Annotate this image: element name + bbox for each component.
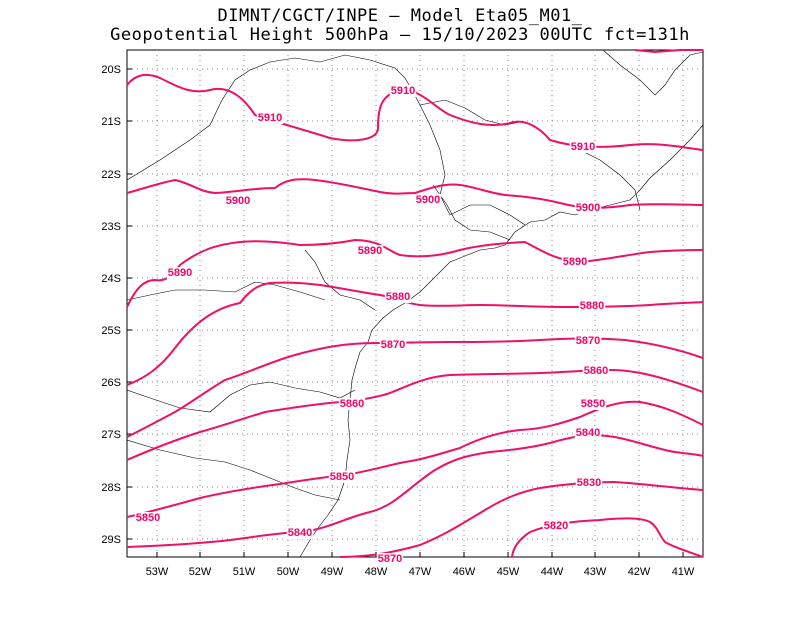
contour-label-halo	[384, 291, 412, 303]
lat-label: 26S	[101, 377, 121, 389]
contour-labels: 5910 5910 5910 5900 5900 5900 5890 5890 …	[134, 85, 610, 565]
lon-label: 48W	[365, 566, 388, 578]
state-border	[126, 381, 356, 413]
contour-label-halo	[134, 512, 162, 524]
lon-label: 44W	[541, 566, 564, 578]
contour-label-5820: 5820	[544, 520, 568, 532]
contour-label-halo	[582, 365, 610, 377]
lon-label: 51W	[233, 566, 256, 578]
contour-label-halo	[414, 194, 442, 206]
contour-label-halo	[574, 427, 602, 439]
contour-label-halo	[379, 339, 407, 351]
lon-label: 49W	[321, 566, 344, 578]
contour-label-5870: 5870	[576, 335, 600, 347]
geopotential-contours	[126, 49, 704, 558]
contour-label-5870: 5870	[378, 553, 402, 565]
lon-label: 42W	[628, 566, 651, 578]
contour-label-5870: 5870	[381, 339, 405, 351]
state-border	[432, 184, 511, 241]
lon-label: 53W	[146, 566, 169, 578]
state-border	[579, 149, 641, 211]
contour-label-halo	[389, 85, 417, 97]
contour-label-halo	[579, 398, 607, 410]
contour-label-5910: 5910	[571, 141, 595, 153]
state-border	[126, 281, 326, 301]
contour-label-5880: 5880	[386, 291, 410, 303]
contour-5890	[126, 238, 704, 308]
contour-label-halo	[578, 300, 606, 312]
contour-label-5840: 5840	[288, 527, 312, 539]
contour-label-5850: 5850	[581, 398, 605, 410]
contour-5910-top	[634, 49, 703, 54]
contour-label-halo	[256, 112, 284, 124]
contour-label-5860: 5860	[584, 365, 608, 377]
contour-label-halo	[574, 335, 602, 347]
chart-title-line-1: DIMNT/CGCT/INPE – Model Eta05_M01_	[217, 6, 583, 26]
contour-label-halo	[542, 520, 570, 532]
contour-5840	[126, 434, 704, 548]
contour-label-halo	[224, 195, 252, 207]
contour-label-5890: 5890	[358, 245, 382, 257]
contour-label-5910: 5910	[258, 112, 282, 124]
contour-5830	[339, 480, 704, 558]
lat-label: 27S	[101, 429, 121, 441]
contour-label-5880: 5880	[580, 300, 604, 312]
contour-label-halo	[569, 141, 597, 153]
longitude-labels: 53W 52W 51W 50W 49W 48W 47W 46W 45W 44W …	[146, 566, 695, 578]
contour-label-halo	[338, 398, 366, 410]
contour-label-5900: 5900	[226, 195, 250, 207]
lon-label: 47W	[409, 566, 432, 578]
state-border	[126, 54, 526, 226]
state-border	[304, 249, 376, 311]
lon-label: 43W	[584, 566, 607, 578]
lat-label: 29S	[101, 534, 121, 546]
lon-label: 45W	[497, 566, 520, 578]
lat-label: 28S	[101, 482, 121, 494]
lon-label: 41W	[672, 566, 695, 578]
contour-label-5900: 5900	[416, 194, 440, 206]
axis-ticks	[127, 68, 684, 557]
contour-label-halo	[286, 527, 314, 539]
lat-label: 23S	[101, 221, 121, 233]
contour-5820	[511, 517, 704, 558]
lon-label: 52W	[189, 566, 212, 578]
lon-label: 46W	[453, 566, 476, 578]
lat-label: 20S	[101, 64, 121, 76]
lat-label: 21S	[101, 116, 121, 128]
contour-label-5830: 5830	[577, 477, 601, 489]
contour-5850	[126, 400, 704, 518]
contour-label-halo	[574, 202, 602, 214]
contour-label-5900: 5900	[576, 202, 600, 214]
contour-label-5860: 5860	[340, 398, 364, 410]
contour-label-5840: 5840	[576, 427, 600, 439]
contour-label-5850: 5850	[136, 512, 160, 524]
contour-label-5910: 5910	[391, 85, 415, 97]
contour-label-halo	[328, 471, 356, 483]
contour-label-halo	[575, 477, 603, 489]
chart-title-line-2: Geopotential Height 500hPa – 15/10/2023 …	[110, 25, 690, 45]
contour-5870	[126, 337, 704, 438]
lon-label: 50W	[277, 566, 300, 578]
latitude-labels: 20S 21S 22S 23S 24S 25S 26S 27S 28S 29S	[101, 64, 121, 546]
contour-label-halo	[561, 256, 589, 268]
lat-label: 22S	[101, 169, 121, 181]
lat-label: 24S	[101, 273, 121, 285]
contour-label-halo	[376, 553, 404, 565]
state-border	[126, 439, 341, 501]
graticule	[127, 50, 703, 557]
lat-label: 25S	[101, 325, 121, 337]
contour-label-5850: 5850	[330, 471, 354, 483]
contour-label-halo	[166, 267, 194, 279]
contour-label-halo	[356, 245, 384, 257]
contour-label-5890: 5890	[563, 256, 587, 268]
state-border	[602, 49, 704, 96]
contour-label-5890: 5890	[168, 267, 192, 279]
